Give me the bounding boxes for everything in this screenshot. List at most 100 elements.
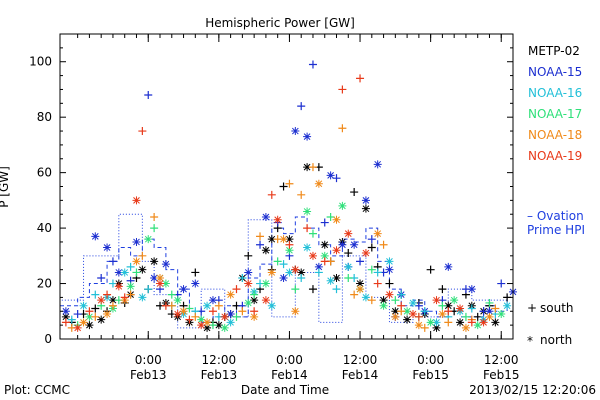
noaa-19-north-point bbox=[132, 196, 141, 205]
noaa-16-south-point bbox=[67, 315, 76, 324]
noaa-17-north-point bbox=[161, 279, 170, 288]
noaa-15-south-point bbox=[256, 240, 265, 249]
noaa-18-north-point bbox=[438, 310, 447, 319]
noaa-19-south-point bbox=[267, 190, 276, 199]
noaa-19-north-point bbox=[173, 310, 182, 319]
x-tick-date-label: Feb15 bbox=[483, 368, 520, 382]
metp-02-south-point bbox=[91, 304, 100, 313]
metp-02-north-point bbox=[267, 235, 276, 244]
noaa-19-north-point bbox=[456, 304, 465, 313]
noaa-15-north-point bbox=[179, 285, 188, 294]
noaa-15-north-point bbox=[132, 237, 141, 246]
noaa-17-south-point bbox=[367, 265, 376, 274]
plot-source-label: Plot: CCMC bbox=[4, 383, 70, 397]
noaa-17-north-point bbox=[85, 312, 94, 321]
noaa-16-north-point bbox=[267, 301, 276, 310]
noaa-17-south-point bbox=[391, 296, 400, 305]
noaa-15-north-point bbox=[279, 274, 288, 282]
noaa-18-north-point bbox=[391, 312, 400, 321]
noaa-16-south-point bbox=[332, 285, 341, 294]
metp-02-north-point bbox=[432, 323, 441, 332]
noaa-15-north-point bbox=[208, 296, 217, 305]
noaa-18-south-point bbox=[108, 301, 117, 310]
noaa-17-south-point bbox=[250, 290, 259, 299]
x-tick-time-label: 12:00 bbox=[484, 353, 519, 367]
noaa-15-south-point bbox=[297, 102, 306, 111]
noaa-16-south-point bbox=[373, 268, 382, 277]
noaa-16-south-point bbox=[297, 274, 306, 282]
noaa-19-south-point bbox=[397, 301, 406, 310]
noaa-19-north-point bbox=[432, 296, 441, 305]
noaa-16-north-point bbox=[138, 293, 147, 302]
x-tick-time-label: 12:00 bbox=[343, 353, 378, 367]
noaa-15-north-point bbox=[291, 127, 300, 136]
y-tick-label: 80 bbox=[37, 110, 52, 124]
noaa-15-north-point bbox=[191, 279, 200, 288]
noaa-15-south-point bbox=[356, 257, 365, 266]
noaa-15-north-point bbox=[226, 310, 235, 319]
noaa-18-south-point bbox=[367, 296, 376, 305]
noaa-15-south-point bbox=[320, 218, 329, 227]
noaa-18-north-point bbox=[226, 290, 235, 299]
noaa-19-north-point bbox=[361, 249, 370, 258]
metp-02-south-point bbox=[503, 293, 512, 302]
noaa-17-north-point bbox=[144, 235, 153, 244]
noaa-17-south-point bbox=[308, 229, 317, 238]
noaa-19-north-point bbox=[273, 215, 282, 224]
noaa-16-north-point bbox=[326, 276, 335, 285]
noaa-17-north-point bbox=[450, 296, 459, 305]
metp-02-north-point bbox=[85, 321, 94, 330]
noaa-15-south-point bbox=[73, 310, 82, 319]
noaa-16-south-point bbox=[279, 260, 288, 269]
noaa-15-north-point bbox=[314, 262, 323, 271]
metp-02-south-point bbox=[426, 265, 435, 274]
noaa-15-north-point bbox=[91, 232, 100, 241]
noaa-19-north-point bbox=[197, 321, 206, 330]
noaa-16-north-point bbox=[361, 293, 370, 302]
x-tick-time-label: 0:00 bbox=[135, 353, 162, 367]
noaa-19-south-point bbox=[103, 290, 112, 299]
noaa-16-north-point bbox=[285, 268, 294, 277]
noaa-15-north-point bbox=[150, 274, 159, 282]
noaa-19-south-point bbox=[320, 257, 329, 266]
noaa-18-north-point bbox=[414, 321, 423, 330]
noaa-19-north-point bbox=[261, 296, 270, 305]
y-tick-label: 0 bbox=[44, 332, 52, 346]
noaa-18-south-point bbox=[285, 179, 294, 188]
metp-02-south-point bbox=[344, 249, 353, 258]
noaa-19-south-point bbox=[250, 307, 259, 316]
noaa-17-north-point bbox=[220, 323, 229, 332]
noaa-19-north-point bbox=[220, 312, 229, 321]
noaa-17-south-point bbox=[273, 257, 282, 266]
noaa-19-south-point bbox=[373, 279, 382, 288]
metp-02-north-point bbox=[303, 163, 312, 172]
x-tick-date-label: Feb13 bbox=[130, 368, 167, 382]
noaa-18-south-point bbox=[444, 318, 453, 327]
noaa-18-north-point bbox=[132, 257, 141, 266]
noaa-19-south-point bbox=[303, 224, 312, 233]
noaa-18-north-point bbox=[332, 215, 341, 224]
legend-noaa-18: NOAA-18 bbox=[528, 128, 582, 142]
noaa-18-south-point bbox=[150, 213, 159, 221]
noaa-16-north-point bbox=[503, 301, 512, 310]
noaa-16-north-point bbox=[344, 262, 353, 271]
noaa-15-south-point bbox=[367, 235, 376, 244]
metp-02-south-point bbox=[367, 243, 376, 252]
noaa-15-north-point bbox=[103, 243, 112, 252]
noaa-19-south-point bbox=[338, 85, 347, 94]
noaa-19-north-point bbox=[344, 229, 353, 238]
noaa-18-north-point bbox=[314, 179, 323, 188]
ovation-legend-line1: – Ovation bbox=[527, 209, 584, 223]
noaa-18-north-point bbox=[485, 312, 494, 321]
noaa-18-south-point bbox=[338, 124, 347, 133]
metp-02-south-point bbox=[279, 182, 288, 191]
noaa-19-north-point bbox=[332, 246, 341, 255]
metp-02-north-point bbox=[97, 315, 106, 324]
metp-02-north-point bbox=[320, 240, 329, 249]
noaa-15-north-point bbox=[444, 262, 453, 271]
noaa-15-north-point bbox=[385, 265, 394, 274]
noaa-18-north-point bbox=[250, 312, 259, 321]
metp-02-north-point bbox=[297, 268, 306, 277]
metp-02-north-point bbox=[250, 296, 259, 305]
noaa-15-north-point bbox=[373, 160, 382, 169]
